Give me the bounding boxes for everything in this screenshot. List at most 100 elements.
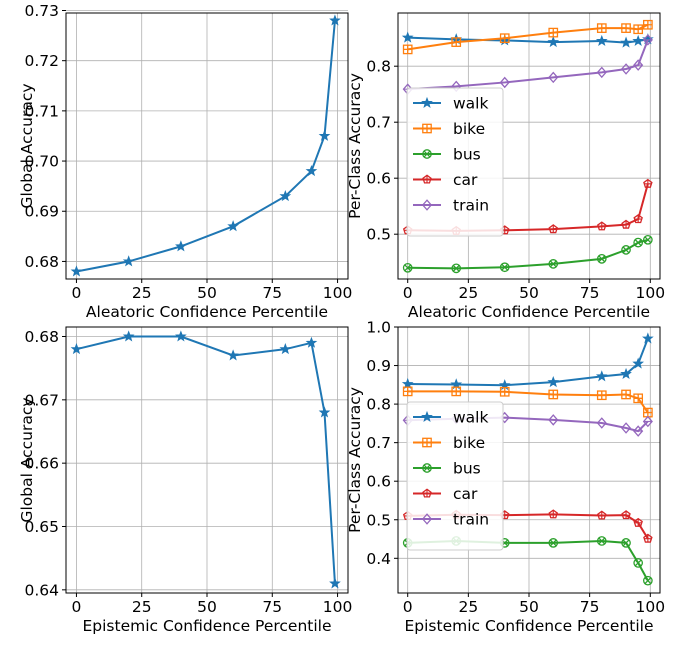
data-point xyxy=(596,253,607,264)
legend-label: bus xyxy=(453,460,481,478)
series-bike xyxy=(402,19,653,55)
data-point xyxy=(596,417,607,429)
series-line xyxy=(407,238,649,270)
legend-item-bike: bike xyxy=(413,120,485,138)
legend-label: car xyxy=(453,171,478,189)
series-line xyxy=(407,23,649,51)
data-point xyxy=(633,393,644,404)
data-point xyxy=(621,245,631,255)
data-point xyxy=(548,259,559,269)
y-tick-label: 0.64 xyxy=(24,581,59,599)
chart-panel-3: 0 25 50 75 100 0.64 0.65 0.66 0.67 0.68 Epistemic … xyxy=(18,326,353,635)
y-tick-label: 0.5 xyxy=(366,226,391,244)
legend-marker xyxy=(422,437,432,448)
x-tick-label: 100 xyxy=(323,284,353,302)
data-point xyxy=(620,63,632,75)
data-point xyxy=(402,44,413,55)
legend-item-car: car xyxy=(413,485,478,503)
x-tick-label: 0 xyxy=(72,598,82,616)
legend-item-walk: walk xyxy=(413,409,488,427)
data-point xyxy=(548,27,559,38)
data-point xyxy=(596,23,607,33)
legend-marker xyxy=(422,174,432,184)
legend-item-bus: bus xyxy=(413,146,481,164)
legend-label: walk xyxy=(453,409,488,427)
series-line xyxy=(76,335,336,584)
data-point xyxy=(401,31,414,43)
data-point xyxy=(329,577,341,589)
grid-lines xyxy=(66,10,348,279)
data-point xyxy=(621,510,631,520)
data-point xyxy=(633,425,644,437)
y-axis-label: Per-Class Accuracy xyxy=(346,73,364,219)
data-point xyxy=(227,349,239,361)
y-axis-label: Global Accuracy xyxy=(18,397,36,522)
data-point xyxy=(642,415,653,428)
x-tick-label: 100 xyxy=(323,598,353,616)
legend-marker xyxy=(421,96,433,108)
chart-panel-2: 0 25 50 75 100 0.5 0.6 0.7 0.8 Aleatoric Confiden… xyxy=(346,12,665,321)
legend-marker xyxy=(421,513,433,525)
data-point xyxy=(621,389,631,400)
series-line xyxy=(407,338,649,387)
data-point xyxy=(620,367,632,380)
y-tick-label: 1.0 xyxy=(366,319,391,337)
data-point xyxy=(70,343,83,355)
legend-label: train xyxy=(453,511,489,529)
data-point xyxy=(451,37,462,47)
y-axis-label: Global Accuracy xyxy=(18,83,36,208)
x-axis-label: Aleatoric Confidence Percentile xyxy=(408,303,650,321)
data-point xyxy=(633,59,644,71)
data-point xyxy=(642,332,654,344)
legend-label: car xyxy=(453,485,478,503)
x-tick-label: 0 xyxy=(72,284,82,302)
chart-panel-1: 0 25 50 75 100 0.68 0.69 0.70 0.71 0.72 0.73 Aleato… xyxy=(18,2,352,321)
x-axis-label: Aleatoric Confidence Percentile xyxy=(86,303,328,321)
data-point xyxy=(642,34,653,46)
data-point xyxy=(548,414,559,426)
data-point xyxy=(548,224,559,234)
data-point xyxy=(547,35,560,48)
x-tick-label: 75 xyxy=(580,598,600,616)
legend-label: train xyxy=(453,197,489,215)
series-bike xyxy=(402,386,653,418)
data-point xyxy=(279,190,292,202)
y-tick-label: 0.8 xyxy=(366,396,391,414)
data-point xyxy=(621,538,631,548)
x-tick-label: 0 xyxy=(403,598,413,616)
legend-item-train: train xyxy=(413,197,489,215)
data-point xyxy=(548,71,559,84)
data-point xyxy=(499,76,510,89)
data-point xyxy=(643,533,653,543)
x-tick-label: 25 xyxy=(132,598,152,616)
data-point xyxy=(499,33,510,44)
data-point xyxy=(632,34,645,46)
legend-marker xyxy=(422,488,432,498)
data-point xyxy=(402,262,413,273)
data-point xyxy=(122,330,135,342)
x-axis-label: Epistemic Confidence Percentile xyxy=(82,617,331,635)
y-axis-label: Per-Class Accuracy xyxy=(346,387,364,533)
legend: walk bike bus car train xyxy=(406,87,504,237)
x-tick-label: 25 xyxy=(132,284,152,302)
data-point xyxy=(318,129,331,141)
data-point xyxy=(621,23,631,33)
data-point xyxy=(329,14,341,26)
data-point xyxy=(401,377,414,390)
legend: walk bike bus car train xyxy=(406,401,504,551)
legend-label: bike xyxy=(453,120,485,138)
data-point xyxy=(175,240,187,252)
data-point xyxy=(547,375,560,388)
y-tick-label: 0.73 xyxy=(24,2,59,20)
data-point xyxy=(548,509,559,519)
y-tick-label: 0.6 xyxy=(366,473,391,491)
chart-panel-4: 0 25 50 75 100 0.4 0.5 0.6 0.7 0.8 0.9 1.0 Epistemic… xyxy=(346,319,665,636)
data-point xyxy=(548,389,559,400)
x-tick-label: 25 xyxy=(458,284,478,302)
data-point xyxy=(402,386,413,397)
y-tick-label: 0.69 xyxy=(24,203,59,221)
data-point xyxy=(175,330,187,342)
y-tick-label: 0.7 xyxy=(366,114,391,132)
legend-item-car: car xyxy=(413,171,478,189)
